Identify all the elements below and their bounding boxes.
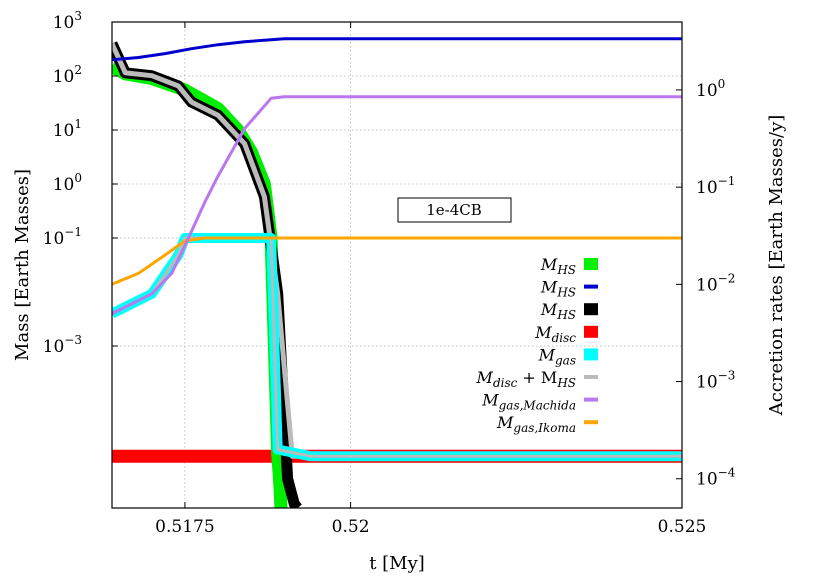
- legend-entry-MdotIkoma: Mgas,Ikoma: [496, 413, 598, 435]
- legend-swatch-MdotMachida: [584, 397, 598, 402]
- legend-entry-Mdotgas: Mgas: [538, 345, 598, 367]
- legend-label-Mdotdisc: Mdisc: [534, 323, 576, 345]
- series-layer: [112, 37, 682, 508]
- legend-label-MdotMachida: Mgas,Machida: [481, 391, 576, 413]
- legend-label-Mdotgas: Mgas: [538, 345, 576, 367]
- series-line-MdotMachida: [112, 95, 682, 315]
- legend-label-MHS: MHS: [540, 255, 576, 277]
- left-tick-label: 100: [53, 171, 82, 195]
- left-tick-label: 102: [53, 63, 82, 87]
- legend-swatch-MdotdiscHS: [584, 375, 598, 379]
- legend-entry-Mdotdisc: Mdisc: [534, 323, 598, 345]
- right-tick-label: 10−1: [696, 174, 735, 198]
- left-tick-label: 101: [53, 117, 82, 141]
- right-tick-label: 100: [696, 77, 725, 101]
- right-tick-label: 10−2: [696, 271, 735, 295]
- x-axis-ticks: 0.5175 0.52 0.525: [155, 22, 706, 537]
- left-axis-ticks: 103 102 101 100 10−1 10−3: [43, 9, 118, 357]
- left-tick-label: 10−1: [43, 225, 82, 249]
- left-axis-title: Mass [Earth Masses]: [12, 169, 33, 361]
- legend-swatch-MdotIkoma: [584, 420, 598, 425]
- legend-label-MdotIkoma: Mgas,Ikoma: [496, 413, 576, 435]
- legend-entry-MdotHS: MHS: [540, 300, 598, 322]
- legend-entry-MdotdiscHS: Mdisc + MHS: [476, 368, 598, 390]
- legend-label-MdotHS: MHS: [540, 300, 576, 322]
- right-tick-label: 10−4: [696, 466, 736, 490]
- legend-entry-MHS: MHS: [540, 255, 598, 277]
- legend-label-MdotdiscHS: Mdisc + MHS: [476, 368, 576, 390]
- x-tick-label: 0.525: [658, 517, 707, 537]
- plot-frame: [111, 21, 683, 509]
- legend-swatch-Mdotgas: [584, 348, 598, 361]
- legend-swatch-Mdotdisc: [584, 325, 598, 338]
- x-tick-label: 0.5175: [155, 517, 214, 537]
- right-axis-ticks: 100 10−1 10−2 10−3 10−4: [676, 77, 736, 490]
- legend-label-MHS_hat: MHS: [540, 278, 576, 300]
- left-tick-label: 10−3: [43, 333, 82, 357]
- legend-swatch-MdotHS: [584, 303, 598, 316]
- series-line-MHS_hat: [112, 37, 682, 62]
- x-axis-title: t [My]: [369, 553, 425, 574]
- x-tick-label: 0.52: [332, 517, 370, 537]
- right-axis-title: Accretion rates [Earth Masses/y]: [766, 115, 787, 417]
- legend-entry-MHS_hat: MHS: [540, 278, 598, 300]
- annotation-label: 1e-4CB: [426, 201, 482, 219]
- right-tick-label: 10−3: [696, 369, 735, 393]
- annotation-box: 1e-4CB: [397, 197, 512, 223]
- legend-entry-MdotMachida: Mgas,Machida: [481, 391, 598, 413]
- series-line-MdotIkoma: [112, 236, 682, 286]
- legend-swatch-MHS: [584, 258, 598, 270]
- legend-swatch-MHS_hat: [584, 284, 598, 289]
- left-tick-label: 103: [53, 9, 82, 33]
